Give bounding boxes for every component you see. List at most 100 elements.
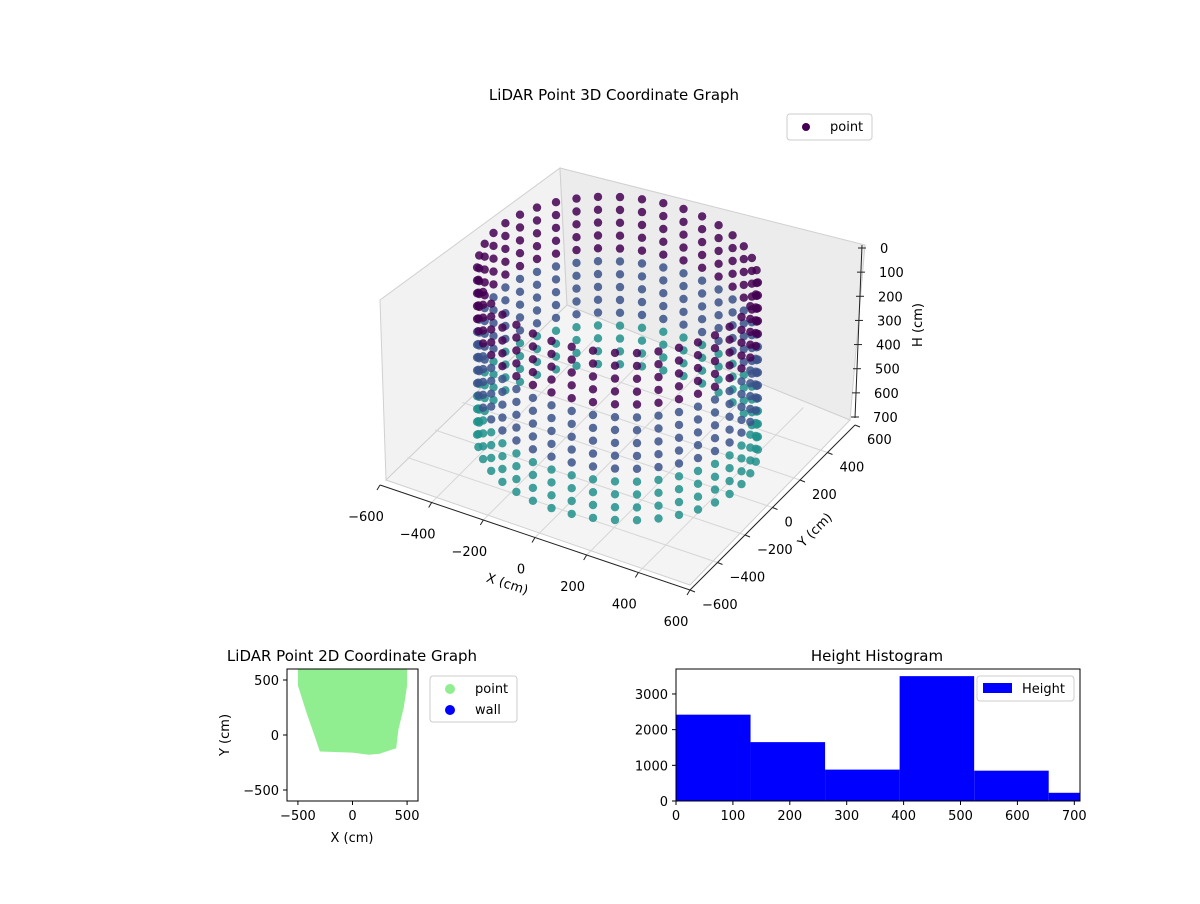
z-tick-label: 500 [875,363,900,378]
data-point [637,272,647,281]
z-tick-label: 400 [876,339,901,354]
data-point [739,306,748,315]
data-point [588,410,598,420]
data-point [528,355,538,364]
z-tick-label: 100 [879,266,904,281]
data-point [498,362,507,371]
data-point [710,369,720,379]
data-point [679,269,688,278]
data-point [679,320,688,329]
data-point [659,250,668,259]
data-point [478,313,488,322]
data-point [654,437,663,446]
z-tick-label: 300 [877,314,902,329]
data-point [547,401,556,410]
z-tick-label: 600 [874,387,899,402]
y-tick-label: −500 [243,784,279,799]
z-tick-label: 0 [880,242,888,257]
data-point [498,477,507,487]
data-point [637,246,647,255]
data-point [588,385,598,394]
data-point [528,406,538,415]
data-point [714,285,723,294]
data-point [551,288,561,297]
data-point [747,253,757,263]
data-point [693,338,703,347]
legend-histogram-label: Height [1022,682,1065,697]
data-point [725,335,734,344]
x-tick-label: 500 [395,809,420,824]
legend-2d-marker-point [445,684,455,694]
data-point [693,466,703,476]
x-tick-label: 0 [517,563,525,578]
data-point [547,503,556,513]
data-point [567,342,576,351]
data-point [739,254,748,264]
data-point [615,270,625,279]
y-tick [772,507,778,510]
y-axis-label-2d: Y (cm) [218,714,233,757]
data-point [498,310,507,319]
data-point [501,270,510,279]
data-point [679,243,688,252]
data-point [725,361,734,370]
data-point [478,454,488,464]
x-tick [634,572,639,578]
data-point [737,389,746,399]
data-point [528,380,538,390]
data-point [728,308,737,317]
data-point [498,349,507,358]
data-point [572,271,581,280]
data-point [489,241,498,251]
y-tick-label: 200 [812,488,837,503]
data-point [637,220,647,230]
data-point [654,514,663,523]
data-point [697,237,707,247]
data-point [489,395,498,405]
data-point [697,212,707,221]
data-point [725,374,734,383]
x-tick-label: −400 [400,528,436,543]
data-point [532,267,542,277]
data-point [615,244,625,253]
data-point [710,421,720,430]
data-point [659,314,668,324]
x-tick-label: 700 [1062,809,1087,824]
data-point [498,439,507,448]
data-point [547,491,556,500]
data-point [693,479,703,488]
data-point [610,515,620,525]
data-point [615,205,625,215]
z-axis-label-3d: H (cm) [911,303,926,347]
x-tick [583,554,588,561]
data-point [532,203,542,212]
data-point [572,207,581,216]
data-point [710,472,720,481]
legend-2d-label-point: point [475,682,508,697]
data-point [728,295,737,304]
data-point [567,484,576,493]
data-point [610,451,620,460]
z-tick-label: 700 [873,411,898,426]
data-point [572,297,581,306]
data-point [654,372,663,382]
data-point [674,485,684,494]
data-point [615,321,625,330]
data-point [710,446,720,456]
data-point [487,312,496,321]
data-point [515,236,525,245]
data-point [751,290,760,299]
data-point [489,331,498,341]
data-point [478,364,488,374]
data-point [637,336,647,345]
data-point [659,276,668,285]
data-point [737,325,746,335]
data-point [588,436,598,445]
data-point [679,217,688,227]
data-point [714,311,723,320]
x-tick-label: 600 [1005,809,1030,824]
data-point [567,445,576,454]
data-point [746,379,755,388]
